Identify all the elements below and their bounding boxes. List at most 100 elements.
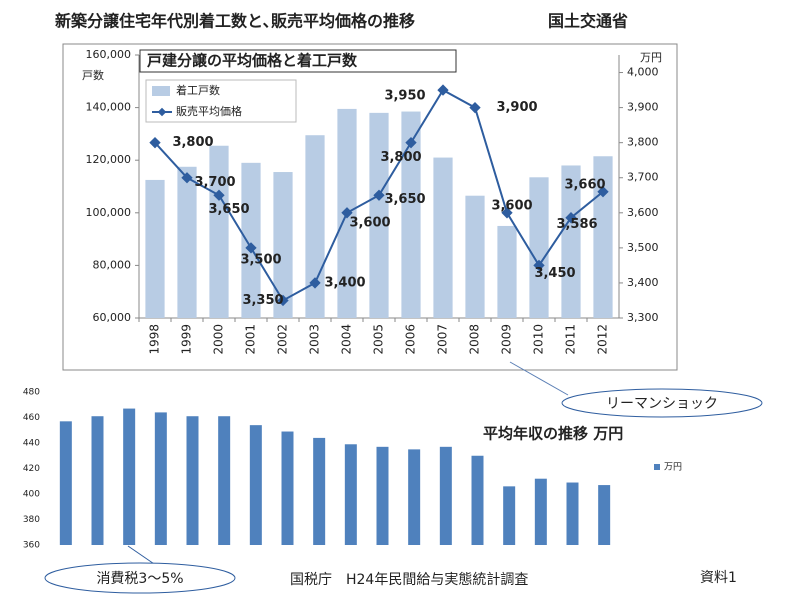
x-tick-label: 2007: [436, 324, 450, 355]
y2-axis-label: 万円: [640, 51, 662, 64]
point: [437, 84, 449, 96]
legend-label: 着工戸数: [176, 83, 220, 97]
bar: [534, 478, 547, 545]
data-label: 3,350: [242, 293, 283, 308]
legend-label: 販売平均価格: [176, 104, 242, 118]
x-tick-label: 2005: [372, 324, 386, 355]
bar: [433, 157, 453, 318]
bar: [305, 135, 325, 318]
data-label: 3,660: [564, 177, 605, 192]
chart-title-box: [139, 49, 457, 73]
point: [405, 137, 417, 149]
point: [149, 137, 161, 149]
point: [533, 259, 545, 272]
point: [565, 212, 577, 224]
chart-title: 平均年収の推移 万円: [483, 425, 623, 443]
bar: [218, 416, 231, 545]
x-tick-label: 2012: [596, 324, 610, 355]
data-label: 3,900: [496, 100, 537, 115]
page-source: 国土交通省: [548, 12, 628, 31]
bar: [439, 446, 452, 545]
bar: [561, 165, 581, 318]
legend-swatch: [157, 107, 167, 117]
y2-tick-label: 3,300: [627, 311, 659, 324]
y2-tick-label: 3,600: [627, 206, 659, 219]
x-tick-label: 2008: [468, 324, 482, 355]
bar: [241, 162, 261, 318]
bar: [408, 449, 421, 545]
data-label: 3,400: [324, 275, 365, 290]
bar: [369, 112, 389, 318]
chart-frame: [62, 43, 678, 371]
data-label: 3,450: [534, 266, 575, 281]
callout: [561, 388, 763, 418]
point: [245, 242, 257, 254]
data-label: 3,700: [194, 175, 235, 190]
x-tick-label: 1999: [180, 324, 194, 355]
bar: [401, 111, 421, 318]
y2-tick-label: 4,000: [627, 66, 659, 79]
bar: [154, 412, 167, 545]
point: [309, 277, 321, 289]
data-label: 3,950: [384, 89, 425, 104]
bar: [123, 408, 136, 545]
y-tick-label: 380: [23, 515, 40, 525]
y-tick-label: 160,000: [86, 48, 132, 61]
legend-swatch: [654, 464, 660, 470]
y-tick-label: 480: [23, 388, 40, 398]
y-tick-label: 420: [23, 464, 40, 474]
data-label: 3,650: [384, 192, 425, 207]
bar: [273, 172, 293, 318]
legend-swatch: [152, 86, 170, 96]
annotation: 消費税3～5%: [96, 571, 183, 587]
y-tick-label: 140,000: [86, 101, 132, 114]
bar: [344, 444, 357, 545]
bar: [59, 421, 72, 545]
y2-tick-label: 3,800: [627, 136, 659, 149]
data-label: 3,800: [172, 135, 213, 150]
bar: [598, 485, 611, 545]
y-tick-label: 400: [23, 490, 40, 500]
data-label: 3,500: [240, 252, 281, 267]
annotation: リーマンショック: [606, 396, 718, 412]
x-tick-label: 2010: [532, 324, 546, 355]
x-tick-label: 2003: [308, 324, 322, 355]
bar: [145, 179, 165, 318]
bar: [186, 416, 199, 545]
y-tick-label: 120,000: [86, 153, 132, 166]
y-tick-label: 360: [23, 541, 40, 551]
bar: [497, 225, 517, 318]
y2-tick-label: 3,500: [627, 241, 659, 254]
x-tick-label: 2002: [276, 324, 290, 355]
bar: [503, 486, 516, 545]
bar: [91, 416, 104, 545]
x-tick-label: 2001: [244, 324, 258, 355]
bar: [177, 166, 197, 318]
point: [373, 189, 385, 201]
bar: [465, 195, 485, 318]
chart-title: 戸建分譲の平均価格と着工戸数: [147, 52, 358, 70]
x-tick-label: 2011: [564, 324, 578, 355]
data-label: 3,586: [556, 217, 597, 232]
x-tick-label: 2009: [500, 324, 514, 355]
source-note: 国税庁 H24年民間給与実態統計調査: [290, 572, 528, 588]
point: [277, 294, 289, 307]
data-label: 3,800: [380, 150, 421, 165]
bar: [281, 431, 294, 545]
y2-tick-label: 3,400: [627, 276, 659, 289]
data-label: 3,650: [208, 202, 249, 217]
x-tick-label: 2006: [404, 324, 418, 355]
point: [341, 207, 353, 219]
callout: [44, 562, 236, 594]
data-label: 3,600: [349, 215, 390, 230]
legend-label: 万円: [664, 462, 682, 473]
y-tick-label: 460: [23, 413, 40, 423]
y-tick-label: 60,000: [93, 311, 132, 324]
y-tick-label: 80,000: [93, 258, 132, 271]
point: [597, 186, 609, 198]
bar: [471, 455, 484, 545]
y-tick-label: 100,000: [86, 206, 132, 219]
point: [181, 172, 193, 184]
page-title: 新築分譲住宅年代別着工数と､販売平均価格の推移: [55, 12, 415, 31]
point: [469, 101, 481, 114]
